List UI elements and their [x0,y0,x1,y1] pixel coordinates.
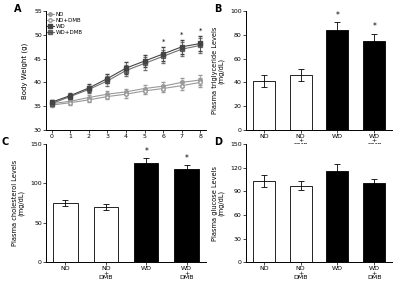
Bar [363,41,385,130]
Text: *: * [180,31,184,37]
Text: C: C [1,137,8,147]
Text: *: * [144,147,148,156]
Bar [174,169,199,262]
Bar [94,207,118,262]
Bar [326,30,348,130]
Bar [290,75,312,130]
Bar [290,186,312,262]
Y-axis label: Plasma triglyceride Levels
(mg/dL): Plasma triglyceride Levels (mg/dL) [212,27,225,114]
Y-axis label: Body Weight (g): Body Weight (g) [22,42,28,99]
Bar [53,203,78,262]
Bar [134,163,158,262]
Y-axis label: Plasma glucose Levels
(mg/dL): Plasma glucose Levels (mg/dL) [212,166,224,241]
Legend: ND, ND+DMB, WD, WD+DMB: ND, ND+DMB, WD, WD+DMB [46,12,83,36]
Text: *: * [199,28,202,34]
Text: B: B [214,4,221,14]
Text: A: A [14,4,22,14]
Bar [253,181,275,262]
X-axis label: Weeks: Weeks [114,144,138,153]
Bar [326,171,348,262]
Text: *: * [372,22,376,31]
Text: D: D [214,137,222,147]
Text: *: * [336,10,339,19]
Text: *: * [162,39,165,45]
Bar [363,183,385,262]
Y-axis label: Plasma cholesterol Levels
(mg/dL): Plasma cholesterol Levels (mg/dL) [12,160,25,246]
Text: *: * [185,154,188,163]
Bar [253,81,275,130]
